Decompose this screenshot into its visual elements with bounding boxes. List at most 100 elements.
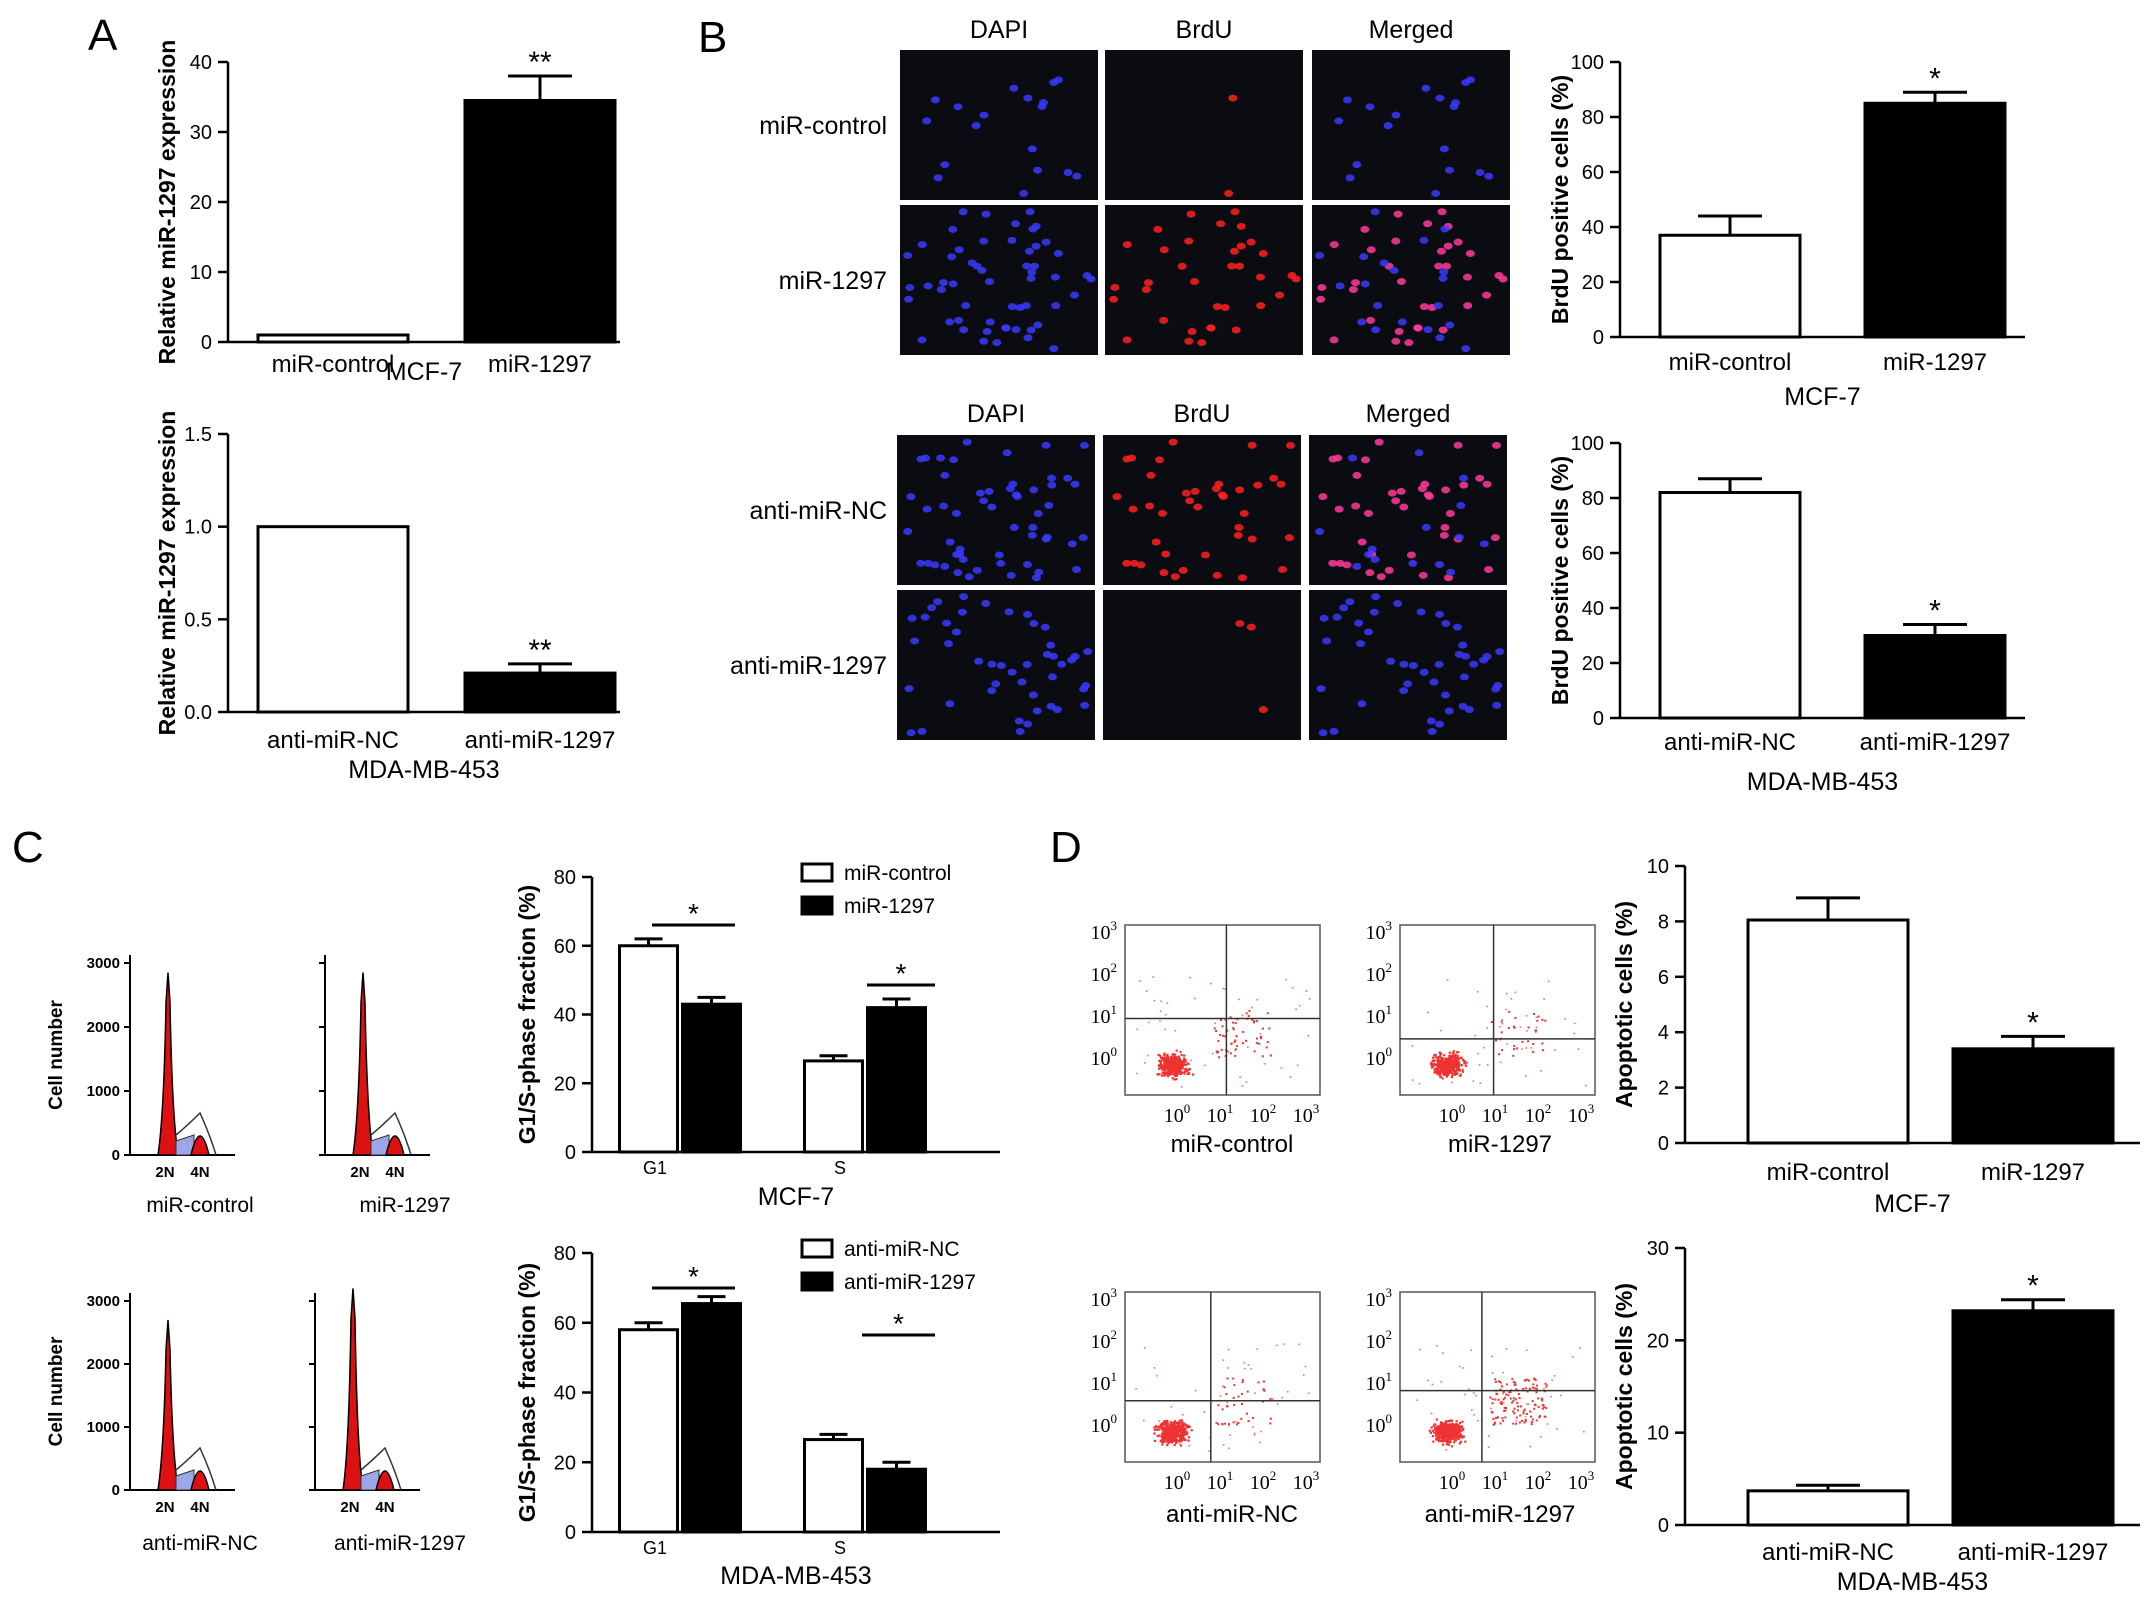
cell-nucleus — [1053, 249, 1063, 257]
event-dot — [1136, 1028, 1139, 1031]
event-dot — [1177, 1060, 1180, 1063]
event-dot — [1164, 1063, 1167, 1066]
event-dot — [1147, 1021, 1150, 1024]
cell-nucleus — [1046, 702, 1056, 710]
cell-nucleus — [1366, 246, 1376, 254]
event-dot — [1456, 1054, 1459, 1058]
y-tick-label: 102 — [1091, 960, 1118, 986]
event-dot — [1174, 1440, 1177, 1443]
event-dot — [1304, 1365, 1307, 1368]
legend-label: anti-miR-1297 — [844, 1271, 976, 1294]
event-dot — [1221, 1423, 1224, 1426]
x-tick-label: 103 — [1293, 1101, 1320, 1127]
event-dot — [1444, 1432, 1447, 1435]
event-dot — [1438, 1429, 1441, 1432]
channel-label: Merged — [1366, 400, 1451, 428]
event-dot — [1491, 1372, 1494, 1375]
event-dot — [1444, 1057, 1447, 1060]
y-axis-label: Cell number — [46, 1336, 67, 1446]
cell-nucleus — [917, 336, 927, 344]
cell-nucleus — [1437, 208, 1447, 216]
event-dot — [1440, 1056, 1443, 1060]
cell-nucleus — [1216, 220, 1226, 228]
event-dot — [1467, 1388, 1470, 1390]
event-dot — [1180, 1419, 1183, 1422]
event-dot — [1295, 1008, 1297, 1011]
event-dot — [1181, 1421, 1184, 1424]
cell-nucleus — [1040, 623, 1050, 631]
event-dot — [1182, 1429, 1185, 1432]
event-dot — [1183, 1431, 1186, 1434]
event-dot — [1164, 1028, 1166, 1031]
event-dot — [1190, 1429, 1193, 1432]
event-dot — [1458, 1074, 1462, 1077]
event-dot — [1443, 1438, 1446, 1442]
event-dot — [1305, 990, 1308, 992]
event-dot — [1184, 1059, 1187, 1062]
event-dot — [1161, 1068, 1164, 1071]
y-axis-label: BrdU positive cells (%) — [1547, 456, 1573, 705]
event-dot — [1448, 1429, 1451, 1432]
category-label: anti-miR-NC — [267, 727, 399, 754]
event-dot — [1532, 1043, 1535, 1046]
event-dot — [1179, 1063, 1182, 1066]
event-dot — [1183, 1057, 1186, 1060]
event-dot — [1490, 1021, 1493, 1024]
event-dot — [1527, 1403, 1530, 1405]
cell-nucleus — [1122, 336, 1132, 344]
cell-nucleus — [1458, 641, 1468, 649]
event-dot — [1531, 1386, 1534, 1389]
panel-letter-c: C — [12, 823, 44, 872]
micrograph-tile — [897, 435, 1095, 585]
event-dot — [1161, 1426, 1164, 1429]
event-dot — [1217, 1423, 1220, 1426]
cell-nucleus — [1235, 486, 1245, 494]
cell-nucleus — [1042, 533, 1052, 541]
y-tick-label: 80 — [554, 1243, 576, 1265]
event-dot — [1173, 1437, 1176, 1440]
sample-label: anti-miR-1297 — [334, 1532, 466, 1555]
y-tick-label: 60 — [554, 936, 576, 958]
event-dot — [1183, 1054, 1186, 1057]
category-label: miR-1297 — [488, 351, 592, 378]
event-dot — [1289, 1076, 1292, 1079]
cell-nucleus — [1127, 454, 1137, 462]
x-tick-label: 102 — [1525, 1468, 1552, 1494]
event-dot — [1458, 1431, 1461, 1434]
event-dot — [1281, 1396, 1283, 1399]
cell-nucleus — [1454, 533, 1464, 541]
event-dot — [1252, 1416, 1255, 1419]
panel-letter-a: A — [88, 11, 118, 60]
event-dot — [1445, 1433, 1448, 1436]
cell-nucleus — [1007, 303, 1017, 311]
cell-nucleus — [945, 700, 955, 708]
event-dot — [1538, 1416, 1541, 1419]
plot-frame — [1399, 924, 1596, 1096]
event-dot — [1463, 1059, 1466, 1062]
cell-nucleus — [1011, 220, 1021, 228]
event-dot — [1502, 1371, 1504, 1374]
event-dot — [1505, 1383, 1508, 1386]
event-dot — [1442, 1072, 1445, 1075]
event-dot — [1419, 1348, 1421, 1351]
cell-nucleus — [1393, 210, 1403, 218]
cell-nucleus — [1399, 687, 1409, 695]
x-tick-label: 101 — [1482, 1101, 1509, 1127]
event-dot — [1157, 1428, 1161, 1431]
event-dot — [1161, 1437, 1164, 1440]
event-dot — [1232, 1377, 1235, 1380]
cell-nucleus — [1356, 640, 1366, 648]
cell-nucleus — [1352, 562, 1362, 570]
event-dot — [1216, 1051, 1219, 1054]
row-label: miR-control — [759, 112, 887, 140]
cell-nucleus — [1256, 302, 1266, 310]
event-dot — [1445, 1065, 1448, 1068]
panel-letter-d: D — [1050, 823, 1082, 872]
x-tick-label: 100 — [1439, 1101, 1466, 1127]
event-dot — [1463, 1060, 1466, 1064]
event-dot — [1532, 1418, 1535, 1421]
event-dot — [1532, 1050, 1535, 1053]
event-dot — [1224, 1035, 1227, 1038]
cell-nucleus — [1253, 481, 1263, 489]
event-dot — [1436, 1059, 1439, 1063]
